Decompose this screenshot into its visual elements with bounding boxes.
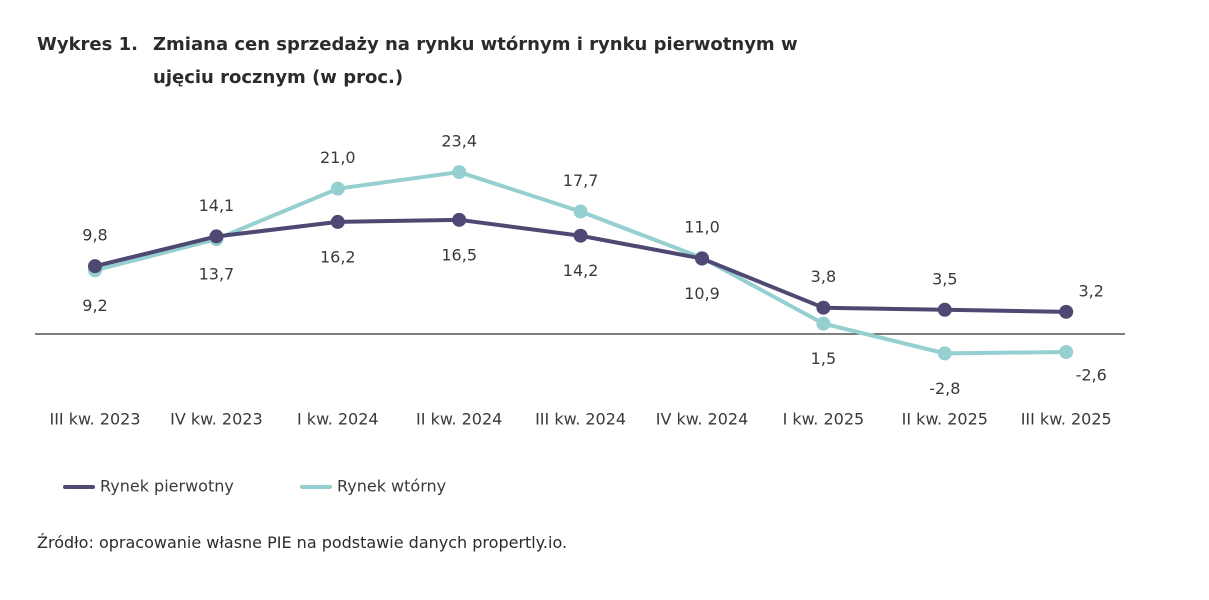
data-label: 16,2 xyxy=(320,247,356,266)
x-tick-label: IV kw. 2024 xyxy=(656,410,749,429)
data-point xyxy=(330,181,345,196)
legend-label: Rynek wtórny xyxy=(337,477,446,496)
data-label: 1,5 xyxy=(811,349,836,368)
x-tick-label: II kw. 2025 xyxy=(902,410,988,429)
chart-title: Zmiana cen sprzedaży na rynku wtórnym i … xyxy=(153,34,798,88)
data-label: 17,7 xyxy=(563,171,599,190)
x-tick-label: I kw. 2025 xyxy=(783,410,865,429)
source-note: Źródło: opracowanie własne PIE na podsta… xyxy=(37,533,568,552)
data-point xyxy=(573,204,588,219)
data-point xyxy=(88,259,102,274)
data-label: 9,2 xyxy=(82,296,107,315)
data-point xyxy=(209,229,224,244)
data-point xyxy=(573,228,588,243)
data-point xyxy=(816,300,831,315)
data-label: 23,4 xyxy=(441,132,477,151)
data-label: 14,1 xyxy=(199,196,235,215)
data-label: 13,7 xyxy=(199,265,235,284)
x-tick-label: III kw. 2024 xyxy=(535,410,626,429)
data-label: -2,6 xyxy=(1076,365,1107,384)
data-point xyxy=(937,302,952,317)
legend-label: Rynek pierwotny xyxy=(100,477,234,496)
data-point xyxy=(452,165,467,180)
data-label: 14,2 xyxy=(563,261,599,280)
x-tick-label: I kw. 2024 xyxy=(297,410,379,429)
data-point xyxy=(816,316,831,331)
data-label: 3,8 xyxy=(811,267,836,286)
data-label: 16,5 xyxy=(441,245,477,264)
data-point xyxy=(1059,304,1074,319)
x-tick-label: IV kw. 2023 xyxy=(170,410,263,429)
x-tick-label: III kw. 2023 xyxy=(49,410,140,429)
data-label: 10,9 xyxy=(684,284,720,303)
data-label: 21,0 xyxy=(320,148,356,167)
data-point xyxy=(1059,344,1074,359)
data-label: 9,8 xyxy=(82,226,107,245)
data-point xyxy=(937,346,952,361)
x-tick-label: II kw. 2024 xyxy=(416,410,502,429)
chart-title-label: Wykres 1. xyxy=(37,34,138,55)
data-label: -2,8 xyxy=(929,379,960,398)
data-label: 11,0 xyxy=(684,217,720,236)
data-label: 3,5 xyxy=(932,269,957,288)
data-point xyxy=(695,251,709,266)
x-tick-label: III kw. 2025 xyxy=(1021,410,1112,429)
data-point xyxy=(330,214,345,229)
data-point xyxy=(452,212,467,227)
data-label: 3,2 xyxy=(1078,281,1103,300)
